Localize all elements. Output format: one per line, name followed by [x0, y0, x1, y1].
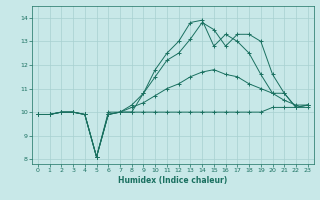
X-axis label: Humidex (Indice chaleur): Humidex (Indice chaleur) [118, 176, 228, 185]
